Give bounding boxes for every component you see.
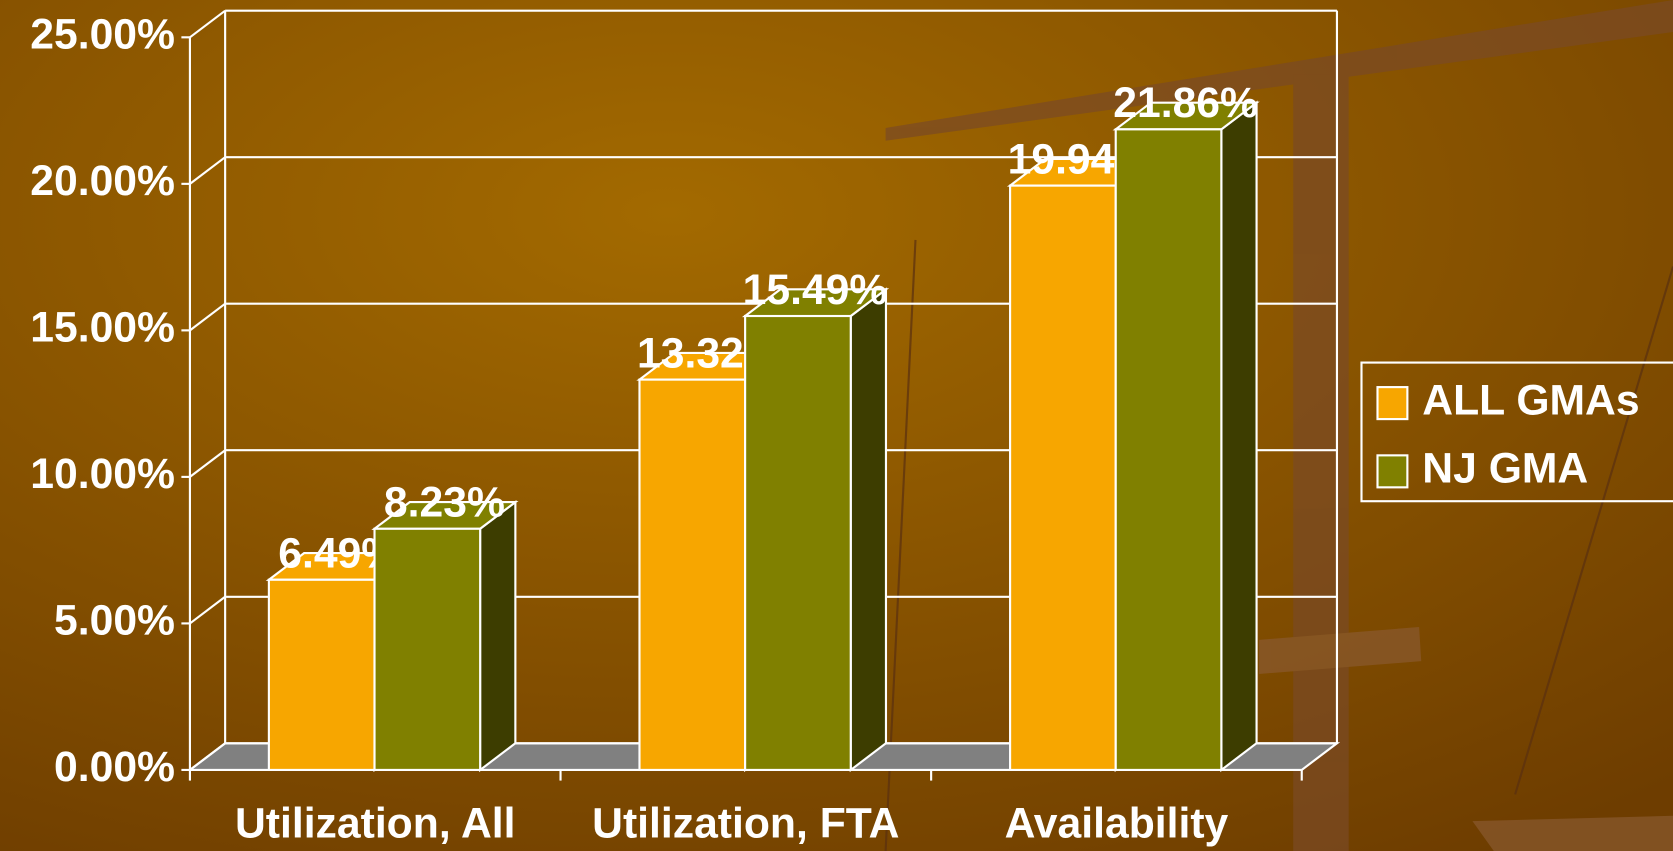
y-tick-label: 15.00% bbox=[30, 304, 175, 352]
x-tick-label: Utilization, FTA bbox=[592, 800, 899, 848]
bar bbox=[1010, 186, 1116, 770]
y-tick-label: 10.00% bbox=[30, 450, 175, 498]
legend-label: ALL GMAs bbox=[1422, 376, 1639, 424]
bar-side bbox=[480, 502, 515, 770]
data-label: 21.86% bbox=[1113, 79, 1258, 127]
bar-side bbox=[1221, 103, 1256, 770]
data-label: 8.23% bbox=[384, 479, 505, 527]
y-tick-label: 5.00% bbox=[54, 597, 175, 645]
y-tick-label: 0.00% bbox=[54, 743, 175, 791]
y-tick-label: 25.00% bbox=[30, 11, 175, 59]
chart: 0.00% 5.00% 10.00% 15.00% 20.00% 25.00% Utiliz… bbox=[0, 0, 1673, 851]
bar bbox=[269, 580, 375, 770]
bar bbox=[1116, 129, 1222, 770]
legend-swatch bbox=[1377, 455, 1407, 487]
bar bbox=[745, 316, 851, 770]
y-tick-label: 20.00% bbox=[30, 157, 175, 205]
legend-swatch bbox=[1377, 387, 1407, 419]
data-label: 15.49% bbox=[743, 266, 888, 314]
x-tick-label: Utilization, All bbox=[235, 800, 516, 848]
page: 0.00% 5.00% 10.00% 15.00% 20.00% 25.00% Utiliz… bbox=[0, 0, 1673, 851]
legend-label: NJ GMA bbox=[1422, 445, 1588, 493]
x-tick-label: Availability bbox=[1005, 800, 1229, 848]
bar bbox=[375, 529, 481, 770]
bar bbox=[639, 380, 745, 770]
bar-side bbox=[851, 289, 886, 770]
